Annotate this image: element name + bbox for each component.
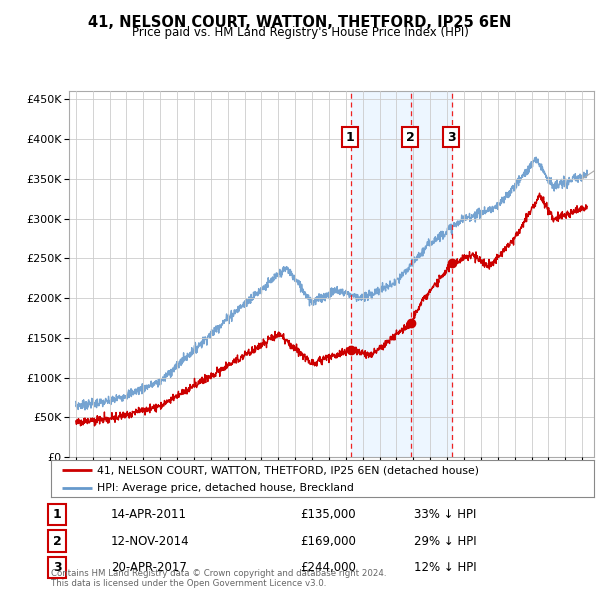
Text: HPI: Average price, detached house, Breckland: HPI: Average price, detached house, Brec… xyxy=(97,483,354,493)
Text: 3: 3 xyxy=(447,130,455,144)
Text: 41, NELSON COURT, WATTON, THETFORD, IP25 6EN (detached house): 41, NELSON COURT, WATTON, THETFORD, IP25… xyxy=(97,466,479,476)
Text: 14-APR-2011: 14-APR-2011 xyxy=(111,508,187,521)
Text: 2: 2 xyxy=(53,535,61,548)
Text: 3: 3 xyxy=(53,561,61,574)
Text: Price paid vs. HM Land Registry's House Price Index (HPI): Price paid vs. HM Land Registry's House … xyxy=(131,26,469,39)
Text: £135,000: £135,000 xyxy=(300,508,356,521)
Text: 12-NOV-2014: 12-NOV-2014 xyxy=(111,535,190,548)
Text: Contains HM Land Registry data © Crown copyright and database right 2024.
This d: Contains HM Land Registry data © Crown c… xyxy=(51,569,386,588)
Text: 1: 1 xyxy=(346,130,354,144)
Text: 20-APR-2017: 20-APR-2017 xyxy=(111,561,187,574)
Bar xyxy=(411,91,452,457)
Text: £244,000: £244,000 xyxy=(300,561,356,574)
Text: £169,000: £169,000 xyxy=(300,535,356,548)
Text: 1: 1 xyxy=(53,508,61,521)
Text: 2: 2 xyxy=(406,130,415,144)
Text: 33% ↓ HPI: 33% ↓ HPI xyxy=(414,508,476,521)
Bar xyxy=(350,91,411,457)
Text: 41, NELSON COURT, WATTON, THETFORD, IP25 6EN: 41, NELSON COURT, WATTON, THETFORD, IP25… xyxy=(88,15,512,30)
Text: 12% ↓ HPI: 12% ↓ HPI xyxy=(414,561,476,574)
Text: 29% ↓ HPI: 29% ↓ HPI xyxy=(414,535,476,548)
